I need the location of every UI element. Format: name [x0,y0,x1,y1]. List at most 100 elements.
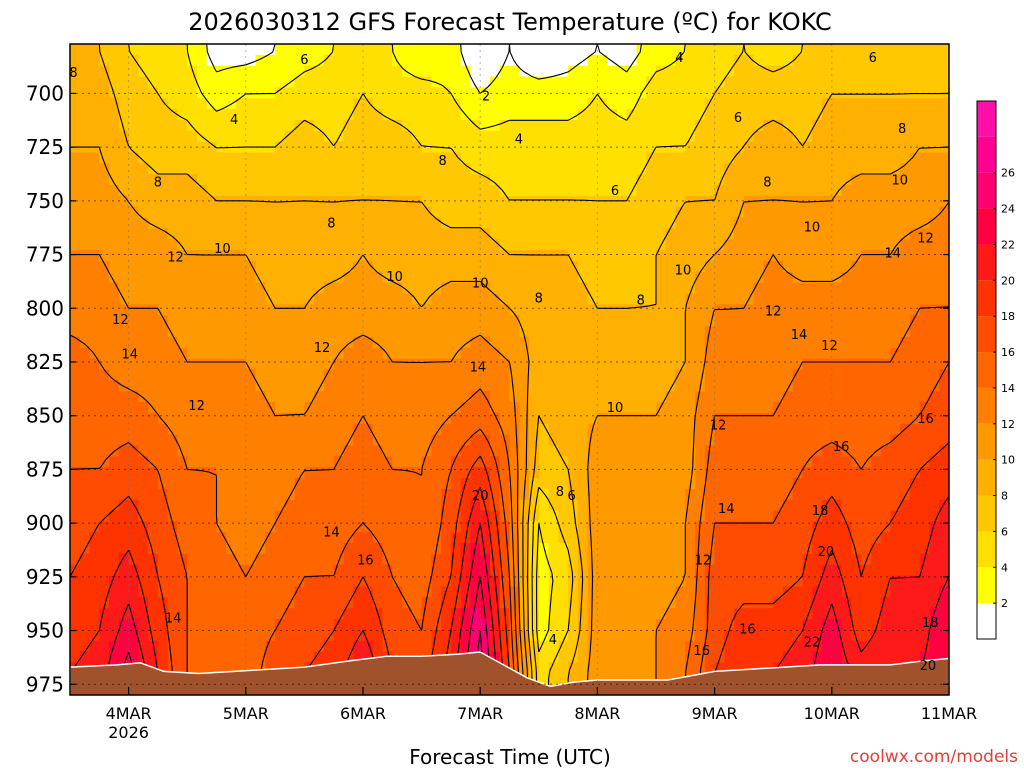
temperature-cell [245,402,257,414]
temperature-cell [109,564,120,577]
temperature-cell [616,445,628,457]
temperature-cell [421,347,432,360]
temperature-cell [753,412,765,425]
temperature-cell [460,293,472,305]
temperature-cell [734,488,745,501]
temperature-cell [870,130,882,143]
temperature-cell [509,532,520,544]
temperature-cell [519,369,530,381]
temperature-cell [509,651,520,664]
temperature-cell [118,304,130,316]
temperature-cell [851,586,862,598]
temperature-cell [109,402,120,414]
temperature-cell [792,619,804,631]
temperature-cell [743,467,755,479]
temperature-cell [646,532,657,544]
temperature-cell [245,564,257,577]
temperature-cell [333,412,345,425]
temperature-cell [695,119,706,132]
temperature-cell [743,54,755,67]
temperature-cell [157,651,169,664]
temperature-cell [782,391,794,403]
temperature-cell [265,434,276,447]
temperature-cell [392,304,403,316]
temperature-cell [704,250,716,262]
temperature-cell [441,456,452,468]
temperature-cell [499,250,511,262]
temperature-cell [714,336,725,349]
temperature-cell [548,456,559,468]
temperature-cell [734,564,745,577]
temperature-cell [177,662,188,674]
temperature-cell [294,445,305,457]
temperature-cell [148,98,159,110]
temperature-cell [616,228,628,240]
temperature-cell [167,347,179,360]
temperature-cell [236,217,247,230]
temperature-cell [763,206,774,219]
temperature-cell [724,163,735,175]
temperature-cell [70,119,81,132]
temperature-cell [743,185,755,197]
temperature-cell [245,304,257,316]
temperature-cell [822,347,833,360]
temperature-cell [255,152,266,164]
temperature-cell [294,98,305,110]
temperature-cell [245,239,257,251]
temperature-cell [753,195,765,208]
temperature-cell [275,76,286,88]
temperature-cell [70,217,81,230]
temperature-cell [724,629,735,642]
temperature-cell [294,608,305,620]
temperature-cell [587,553,598,566]
temperature-cell [138,434,149,447]
temperature-cell [782,304,794,316]
temperature-cell [294,109,305,121]
temperature-cell [822,195,833,208]
temperature-cell [656,195,667,208]
temperature-cell [568,402,579,414]
temperature-cell [538,98,550,110]
temperature-cell [577,185,589,197]
temperature-cell [509,304,520,316]
temperature-cell [861,586,872,598]
temperature-cell [538,163,550,175]
temperature-cell [353,608,364,620]
temperature-cell [431,239,442,251]
temperature-cell [782,109,794,121]
temperature-cell [548,662,559,674]
temperature-cell [304,564,315,577]
temperature-cell [128,141,139,154]
temperature-cell [782,564,794,577]
temperature-cell [607,543,618,555]
temperature-cell [538,445,550,457]
temperature-cell [636,564,647,577]
temperature-cell [870,98,882,110]
temperature-cell [538,456,550,468]
temperature-cell [802,586,813,598]
temperature-cell [99,326,110,338]
temperature-cell [226,261,237,273]
temperature-cell [157,217,169,230]
temperature-cell [294,65,305,78]
temperature-cell [831,326,843,338]
temperature-cell [851,575,862,588]
temperature-cell [480,185,491,197]
temperature-cell [753,44,765,56]
temperature-cell [363,358,374,371]
temperature-cell [822,304,833,316]
temperature-cell [138,130,149,143]
temperature-cell [284,629,296,642]
temperature-cell [343,217,354,230]
temperature-cell [782,369,794,381]
temperature-cell [382,564,393,577]
temperature-cell [353,619,364,631]
temperature-cell [685,499,696,512]
temperature-cell [470,553,481,566]
temperature-cell [70,532,81,544]
temperature-cell [79,553,91,566]
temperature-cell [812,152,823,164]
temperature-cell [284,206,296,219]
temperature-cell [822,65,833,78]
temperature-cell [822,152,833,164]
